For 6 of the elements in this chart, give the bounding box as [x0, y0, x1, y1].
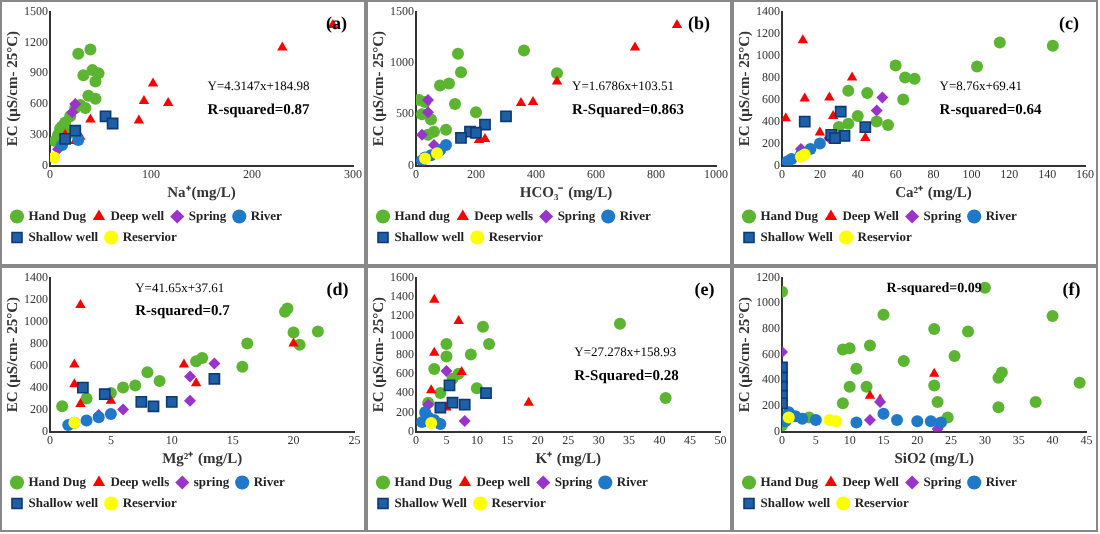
annotation: (b) — [688, 13, 710, 34]
annotation: (c) — [1059, 13, 1079, 34]
annotation: (d) — [326, 279, 349, 300]
annotation: (e) — [694, 279, 715, 300]
annotation: (a) — [326, 13, 347, 34]
annotation: (f) — [1062, 279, 1081, 300]
